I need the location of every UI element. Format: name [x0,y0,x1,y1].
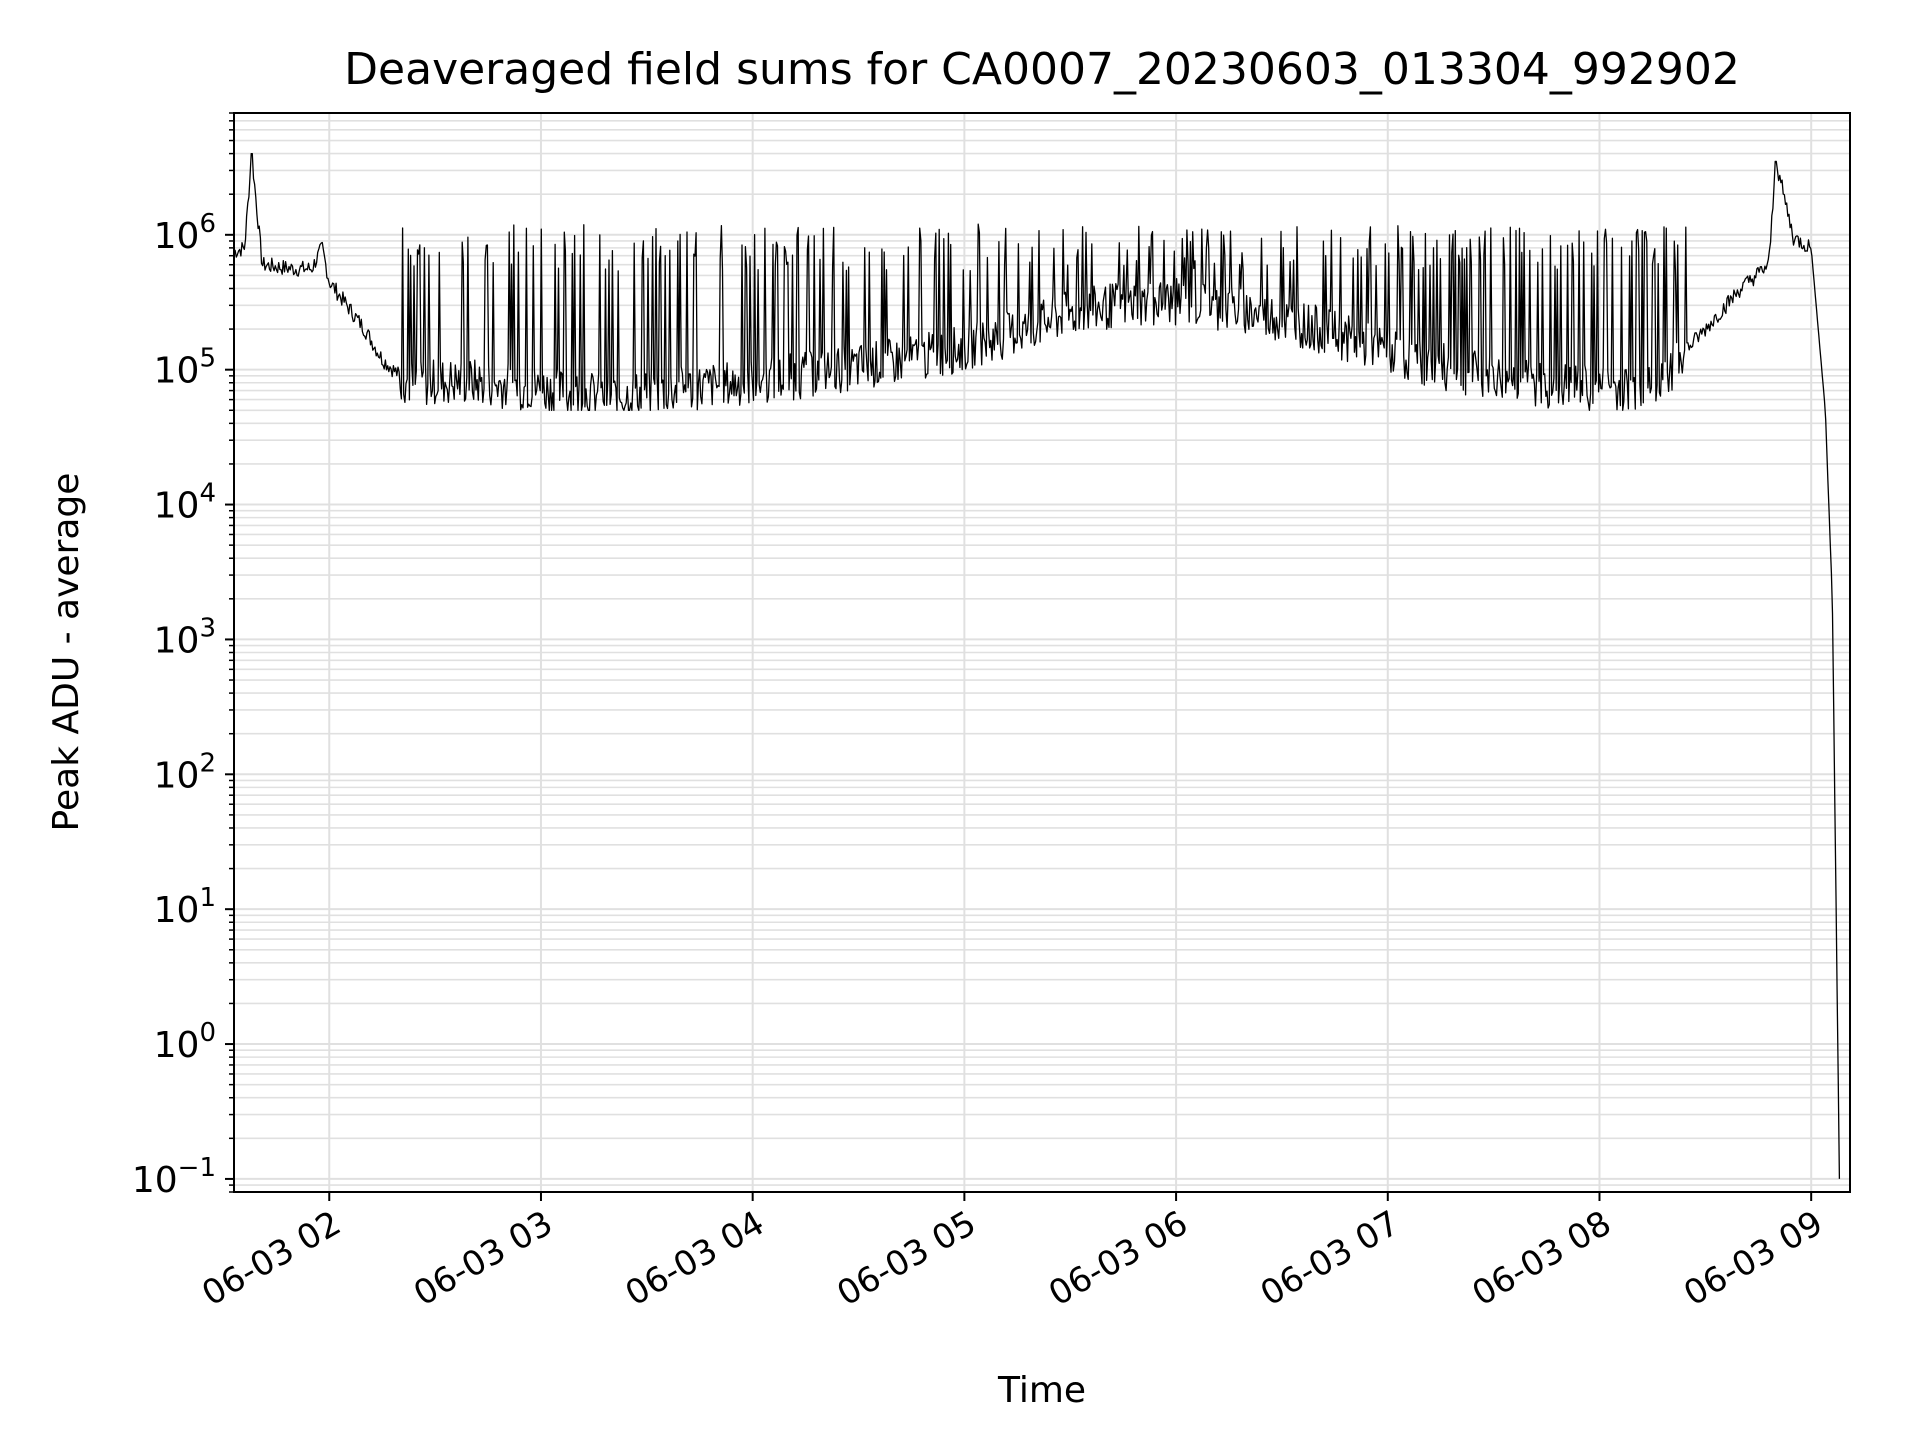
y-tick-label: 102 [154,748,216,796]
x-axis-label: Time [997,1370,1086,1411]
series-line [233,152,1841,1179]
y-tick-label: 101 [154,883,216,931]
y-tick-label: 103 [154,613,216,661]
y-tick-label: 105 [154,344,216,392]
y-tick-label: 100 [154,1018,216,1066]
y-axis-label: Peak ADU - average [46,473,87,832]
series-layer [233,152,1841,1179]
y-tick-label: 104 [154,479,216,527]
grid [234,112,1850,1193]
chart-title: Deaveraged field sums for CA0007_2023060… [344,44,1740,95]
y-tick-label: 106 [154,209,216,257]
y-tick-label: 10−1 [132,1153,216,1201]
